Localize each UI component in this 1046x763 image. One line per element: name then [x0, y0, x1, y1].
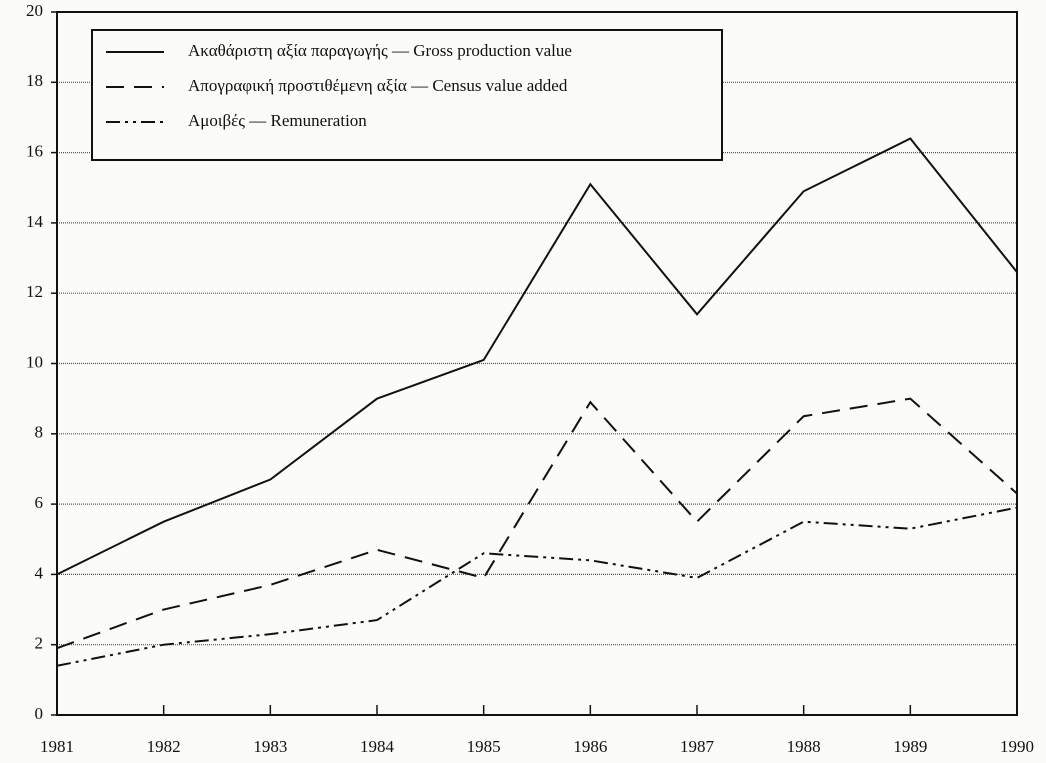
x-tick-label: 1988	[787, 737, 821, 756]
legend-label: Αμοιβές — Remuneration	[188, 111, 367, 130]
y-tick-label: 20	[26, 1, 43, 20]
x-tick-label: 1984	[360, 737, 395, 756]
y-tick-label: 12	[26, 282, 43, 301]
x-tick-label: 1987	[680, 737, 715, 756]
y-tick-label: 4	[35, 563, 44, 582]
series-line	[56, 137, 1018, 576]
y-tick-label: 14	[26, 212, 44, 231]
x-tick-label: 1983	[253, 737, 287, 756]
x-tick-label: 1990	[1000, 737, 1034, 756]
y-tick-label: 6	[35, 493, 44, 512]
x-tick-label: 1989	[893, 737, 927, 756]
x-tick-label: 1986	[573, 737, 607, 756]
y-tick-label: 10	[26, 352, 43, 371]
y-tick-label: 0	[35, 704, 44, 723]
series-line	[56, 506, 1018, 667]
y-tick-label: 2	[35, 634, 44, 653]
y-tick-label: 16	[26, 142, 43, 161]
legend-box	[91, 29, 723, 161]
legend-label: Απογραφική προστιθέμενη αξία — Census va…	[188, 76, 568, 95]
y-tick-label: 8	[35, 423, 44, 442]
plot-frame	[56, 11, 1018, 716]
series-line	[56, 397, 1018, 650]
x-tick-label: 1982	[147, 737, 181, 756]
x-tick-label: 1985	[467, 737, 501, 756]
legend-label: Ακαθάριστη αξία παραγωγής — Gross produc…	[188, 41, 572, 60]
x-tick-label: 1981	[40, 737, 74, 756]
y-tick-label: 18	[26, 71, 43, 90]
